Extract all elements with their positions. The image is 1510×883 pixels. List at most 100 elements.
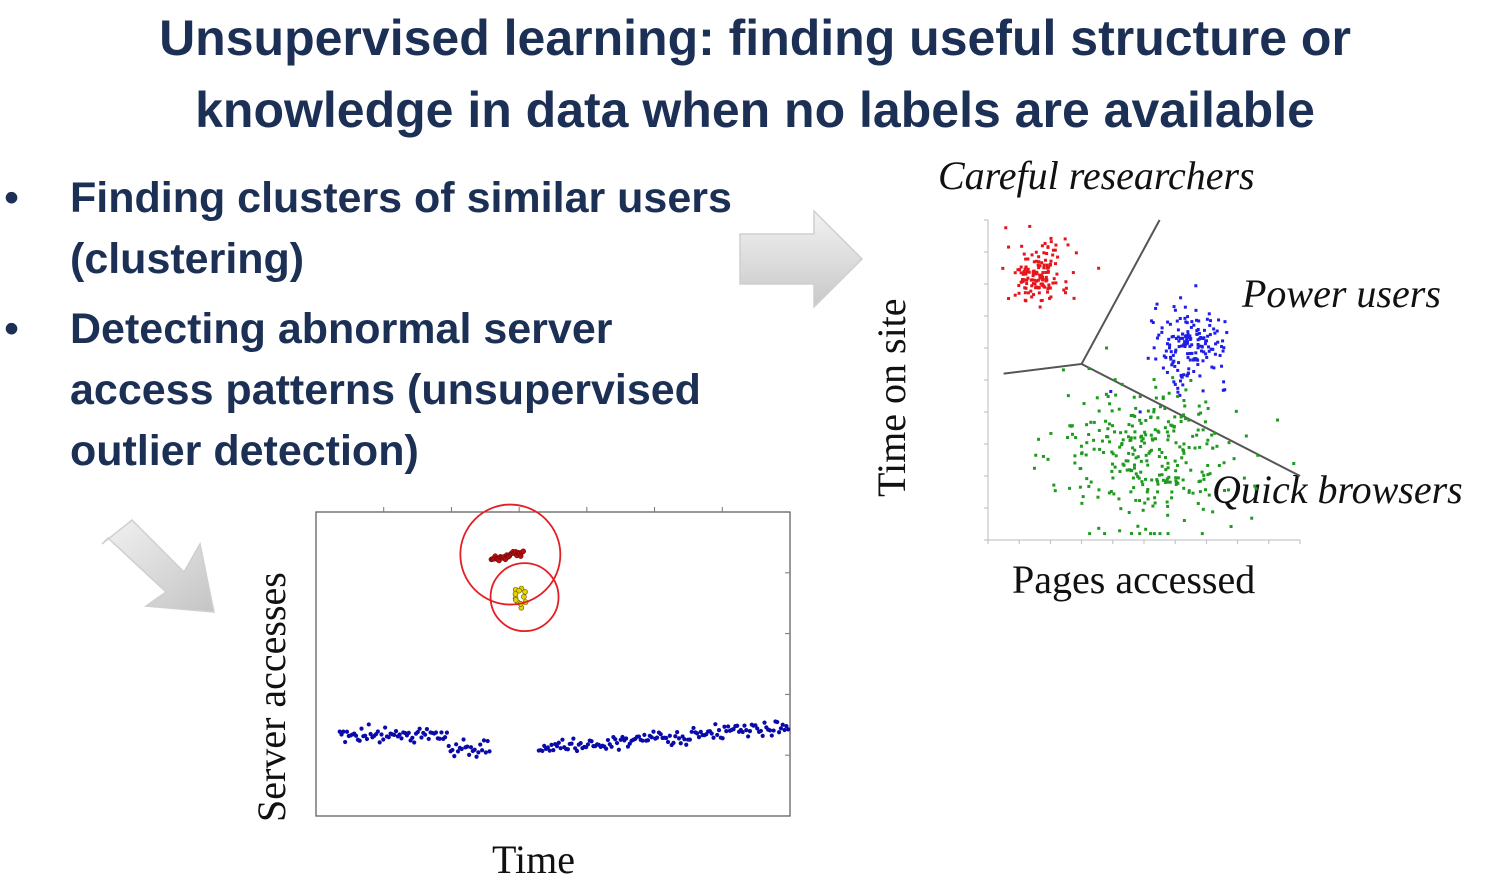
- cluster-point: [1133, 414, 1137, 418]
- cluster-point: [1049, 431, 1053, 435]
- cluster-point: [1069, 424, 1073, 428]
- cluster-point: [1035, 271, 1039, 275]
- cluster-point: [1160, 326, 1164, 330]
- cluster-point: [1045, 252, 1049, 256]
- access-point: [472, 747, 477, 752]
- cluster-point: [1128, 468, 1132, 472]
- cluster-point: [1207, 345, 1211, 349]
- cluster-point: [1203, 420, 1207, 424]
- yaxis-label-time-on-site: Time on site: [869, 298, 914, 497]
- cluster-point: [1113, 430, 1117, 434]
- cluster-point: [1024, 299, 1028, 303]
- access-point: [375, 729, 380, 734]
- cluster-point: [1035, 279, 1039, 283]
- cluster-point: [1046, 269, 1050, 273]
- cluster-point: [1071, 271, 1075, 275]
- access-point: [554, 744, 560, 749]
- cluster-point: [1044, 270, 1048, 274]
- cluster-point: [1017, 283, 1021, 287]
- cluster-point: [1204, 488, 1208, 492]
- access-point: [363, 733, 368, 738]
- cluster-point: [1161, 366, 1165, 370]
- cluster-point: [1182, 486, 1186, 490]
- cluster-point: [1155, 478, 1159, 482]
- cluster-point: [1179, 415, 1183, 419]
- cluster-point: [1085, 477, 1089, 481]
- cluster-point: [1173, 459, 1177, 463]
- cluster-point: [1112, 492, 1116, 496]
- cluster-point: [1166, 504, 1170, 508]
- access-point: [726, 724, 731, 729]
- outlier-point: [516, 587, 522, 594]
- cluster-point: [1200, 532, 1204, 536]
- outlier-circle: [489, 562, 560, 633]
- cluster-point: [1190, 351, 1194, 355]
- label-quick-browsers: Quick browsers: [1212, 467, 1463, 512]
- cluster-point: [1183, 404, 1187, 408]
- cluster-point: [1032, 293, 1036, 297]
- cluster-point: [1172, 359, 1176, 363]
- access-point: [675, 729, 680, 735]
- cluster-point: [1026, 267, 1030, 271]
- cluster-point: [1030, 295, 1034, 299]
- cluster-point: [1134, 498, 1138, 502]
- cluster-point: [1213, 431, 1217, 435]
- yaxis-label-server-accesses: Server accesses: [249, 572, 294, 822]
- cluster-point: [1254, 487, 1258, 491]
- cluster-point: [1143, 430, 1147, 434]
- cluster-point: [1040, 283, 1044, 287]
- cluster-point: [1087, 433, 1091, 437]
- cluster-point: [1054, 262, 1058, 266]
- cluster-point: [1109, 389, 1113, 393]
- cluster-point: [1045, 263, 1049, 267]
- cluster-point: [1156, 490, 1160, 494]
- cluster-point: [1045, 266, 1049, 270]
- access-point: [614, 740, 620, 746]
- access-point: [392, 732, 397, 738]
- cluster-point: [1046, 290, 1050, 294]
- access-point: [487, 749, 492, 754]
- cluster-point: [1032, 269, 1036, 273]
- cluster-point: [1052, 277, 1056, 281]
- cluster-point: [1052, 483, 1056, 487]
- arrow-right-icon: [739, 209, 864, 309]
- cluster-point: [1173, 350, 1177, 354]
- access-point: [364, 736, 370, 742]
- cluster-point: [1138, 395, 1142, 399]
- cluster-point: [1182, 343, 1186, 347]
- cluster-point: [1176, 368, 1180, 372]
- access-point: [589, 739, 594, 744]
- cluster-point: [1182, 413, 1186, 417]
- cluster-point: [1124, 430, 1128, 434]
- cluster-point: [1166, 466, 1170, 470]
- cluster-point: [1036, 286, 1040, 290]
- cluster-point: [1149, 532, 1153, 536]
- cluster-point: [1085, 441, 1089, 445]
- cluster-point: [1178, 336, 1182, 340]
- cluster-point: [1070, 432, 1074, 436]
- cluster-point: [1016, 268, 1020, 272]
- cluster-point: [1049, 240, 1053, 244]
- access-point: [485, 738, 490, 744]
- cluster-point: [1140, 439, 1144, 443]
- access-point: [386, 735, 391, 740]
- outlier-point: [520, 548, 527, 555]
- access-point: [558, 746, 563, 751]
- cluster-point: [1144, 477, 1148, 481]
- cluster-point: [1188, 334, 1192, 338]
- outlier-circle: [459, 503, 562, 606]
- cluster-point: [1172, 380, 1176, 384]
- cluster-point: [1174, 348, 1178, 352]
- cluster-point: [1158, 405, 1162, 409]
- cluster-point: [1196, 338, 1200, 342]
- access-point: [676, 736, 682, 741]
- access-point: [422, 732, 428, 737]
- cluster-point: [1201, 359, 1205, 363]
- access-point: [545, 745, 550, 750]
- access-point: [684, 742, 689, 747]
- access-point: [467, 752, 472, 757]
- cluster-point: [1196, 363, 1200, 367]
- cluster-point: [1152, 346, 1156, 350]
- cluster-point: [1042, 266, 1046, 270]
- cluster-point: [1141, 437, 1145, 441]
